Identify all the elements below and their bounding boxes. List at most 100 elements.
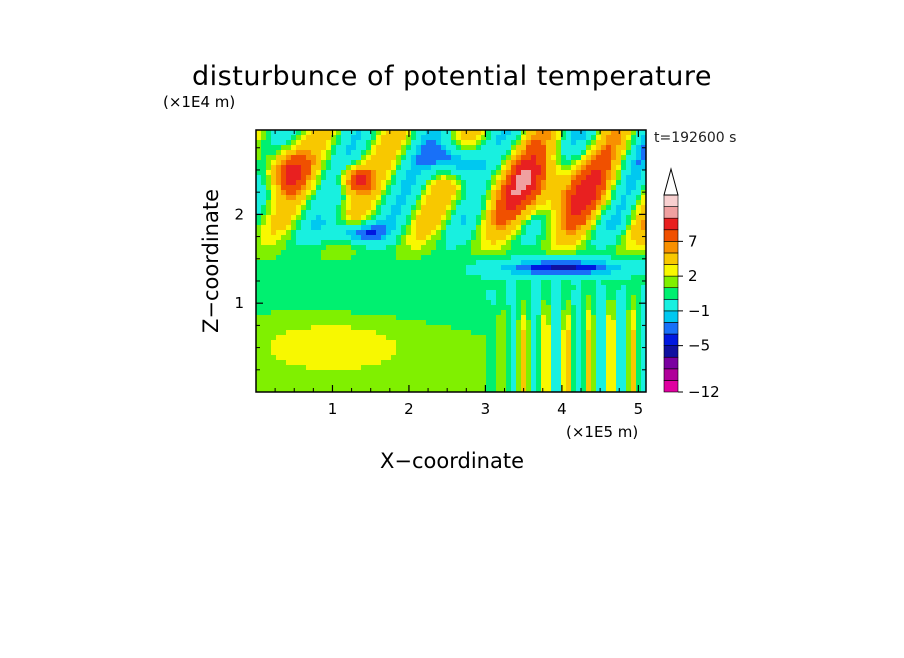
field-cell: [581, 270, 587, 276]
field-cell: [356, 320, 362, 326]
field-cell: [386, 150, 392, 156]
field-cell: [316, 300, 322, 306]
field-cell: [326, 230, 332, 236]
field-cell: [606, 390, 612, 392]
field-cell: [261, 195, 267, 201]
field-cell: [601, 320, 607, 326]
field-cell: [601, 210, 607, 216]
field-cell: [611, 240, 617, 246]
field-cell: [446, 310, 452, 316]
field-cell: [581, 380, 587, 386]
field-cell: [591, 230, 597, 236]
field-cell: [421, 320, 427, 326]
field-cell: [471, 330, 477, 336]
field-cell: [521, 340, 527, 346]
field-cell: [256, 370, 262, 376]
field-cell: [486, 385, 492, 391]
field-cell: [296, 260, 302, 266]
field-cell: [306, 275, 312, 281]
field-cell: [496, 335, 502, 341]
field-cell: [541, 390, 547, 392]
field-cell: [581, 305, 587, 311]
field-cell: [346, 365, 352, 371]
field-cell: [621, 240, 627, 246]
field-cell: [546, 345, 552, 351]
field-cell: [316, 185, 322, 191]
field-cell: [361, 175, 367, 181]
field-cell: [361, 370, 367, 376]
field-cell: [306, 320, 312, 326]
field-cell: [621, 180, 627, 186]
field-cell: [476, 165, 482, 171]
field-cell: [466, 250, 472, 256]
colorbar-extend-arrow: [663, 167, 679, 196]
field-cell: [296, 130, 302, 136]
field-cell: [331, 380, 337, 386]
field-cell: [336, 380, 342, 386]
field-cell: [526, 280, 532, 286]
field-cell: [301, 290, 307, 296]
field-cell: [561, 340, 567, 346]
field-cell: [626, 380, 632, 386]
field-cell: [426, 275, 432, 281]
field-cell: [401, 280, 407, 286]
field-cell: [611, 355, 617, 361]
field-cell: [391, 275, 397, 281]
field-cell: [626, 140, 632, 146]
field-cell: [606, 165, 612, 171]
field-cell: [641, 385, 646, 391]
field-cell: [416, 235, 422, 241]
field-cell: [461, 260, 467, 266]
field-cell: [631, 155, 637, 161]
field-cell: [346, 210, 352, 216]
field-cell: [611, 390, 617, 392]
field-cell: [576, 345, 582, 351]
field-cell: [291, 220, 297, 226]
field-cell: [596, 200, 602, 206]
field-cell: [341, 205, 347, 211]
field-cell: [316, 145, 322, 151]
field-cell: [411, 355, 417, 361]
field-cell: [476, 330, 482, 336]
field-cell: [391, 260, 397, 266]
field-cell: [611, 130, 617, 136]
field-cell: [431, 275, 437, 281]
field-cell: [351, 265, 357, 271]
field-cell: [596, 210, 602, 216]
field-cell: [351, 180, 357, 186]
field-cell: [406, 170, 412, 176]
field-cell: [271, 320, 277, 326]
field-cell: [531, 265, 537, 271]
field-cell: [446, 255, 452, 261]
field-cell: [576, 160, 582, 166]
field-cell: [556, 345, 562, 351]
field-cell: [511, 360, 517, 366]
field-cell: [371, 215, 377, 221]
field-cell: [636, 320, 642, 326]
field-cell: [416, 250, 422, 256]
field-cell: [316, 305, 322, 311]
field-cell: [311, 380, 317, 386]
field-cell: [566, 390, 572, 392]
field-cell: [371, 305, 377, 311]
field-cell: [461, 390, 467, 392]
field-cell: [451, 170, 457, 176]
field-cell: [431, 335, 437, 341]
field-cell: [476, 305, 482, 311]
field-cell: [561, 285, 567, 291]
field-cell: [321, 190, 327, 196]
field-cell: [636, 330, 642, 336]
field-cell: [416, 130, 422, 136]
field-cell: [316, 215, 322, 221]
field-cell: [471, 160, 477, 166]
field-cell: [286, 150, 292, 156]
field-cell: [441, 185, 447, 191]
field-cell: [381, 370, 387, 376]
field-cell: [316, 385, 322, 391]
field-cell: [281, 315, 287, 321]
field-cell: [486, 210, 492, 216]
field-cell: [451, 285, 457, 291]
field-cell: [581, 280, 587, 286]
field-cell: [571, 360, 577, 366]
field-cell: [441, 170, 447, 176]
